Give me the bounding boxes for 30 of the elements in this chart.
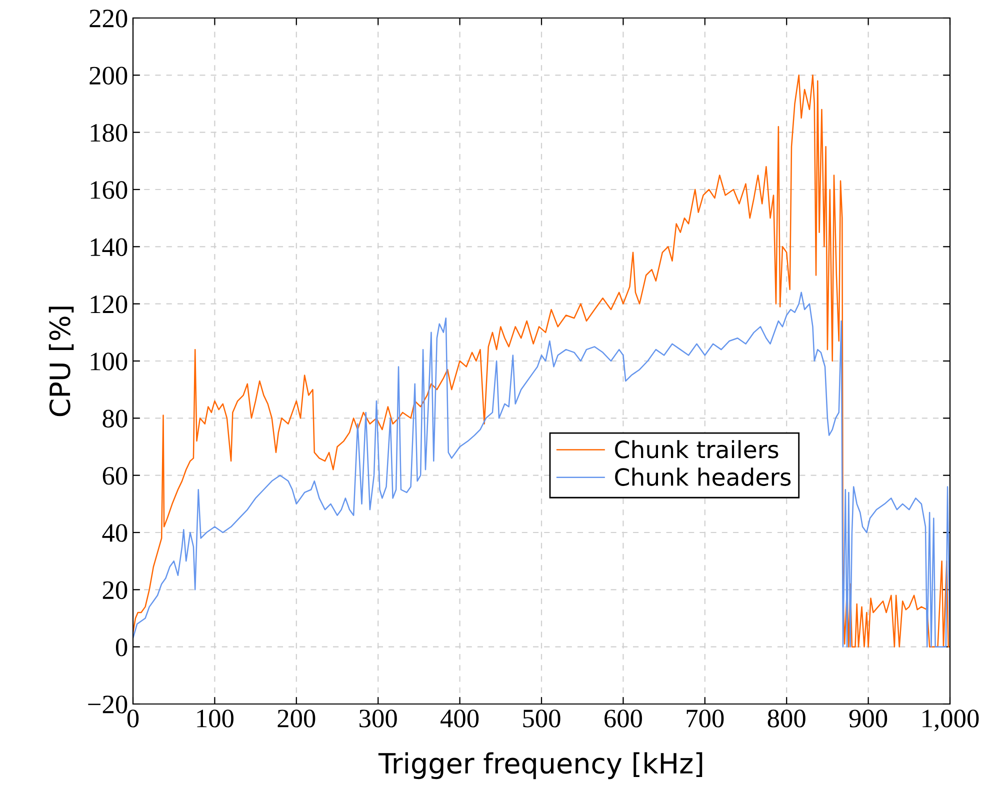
x-tick-label: 300 (360, 710, 397, 728)
y-axis-title: CPU [%] (48, 306, 74, 416)
y-tick-label: 140 (90, 238, 128, 256)
x-tick-label: 800 (768, 710, 806, 728)
y-tick-label: 0 (116, 638, 128, 656)
x-tick-label: 900 (849, 710, 888, 728)
y-tick-label: 220 (90, 10, 128, 28)
x-tick-label: 100 (197, 710, 234, 728)
y-tick-label: 100 (90, 352, 128, 370)
legend-label: Chunk trailers (615, 440, 778, 458)
y-tick-label: 120 (90, 295, 128, 314)
legend-label: Chunk headers (615, 468, 791, 486)
x-tick-label: 1,000 (922, 710, 979, 732)
x-tick-label: 200 (278, 710, 316, 728)
y-tick-label: −20 (88, 696, 128, 714)
y-tick-label: 180 (90, 124, 128, 142)
y-tick-label: 200 (90, 66, 128, 85)
x-tick-label: 0 (127, 710, 139, 728)
line-series (133, 74, 950, 648)
y-tick-label: 20 (102, 581, 128, 600)
y-tick-label: 40 (102, 524, 128, 542)
line-series (133, 292, 950, 648)
y-tick-label: 80 (102, 410, 128, 428)
x-tick-label: 500 (523, 710, 560, 728)
x-tick-label: 700 (686, 710, 724, 728)
y-tick-label: 160 (90, 181, 128, 199)
x-tick-label: 600 (604, 710, 642, 728)
x-axis-title: Trigger frequency [kHz] (378, 752, 702, 780)
x-tick-label: 400 (440, 710, 479, 728)
y-tick-label: 60 (102, 466, 128, 485)
